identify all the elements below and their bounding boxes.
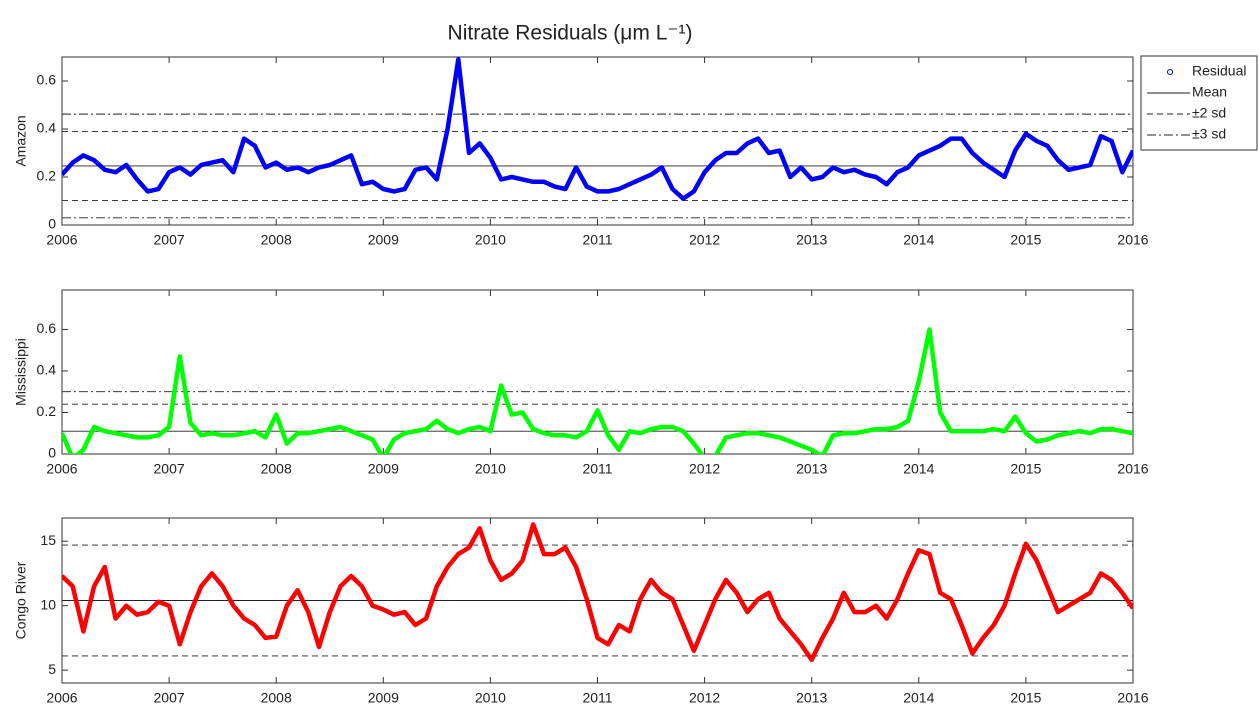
legend-marker [1167, 69, 1173, 75]
legend-label: ±3 sd [1192, 126, 1226, 142]
y-axis-label: Mississippi [13, 338, 29, 406]
x-tick-label: 2014 [903, 461, 934, 477]
y-tick-label: 0.4 [37, 362, 57, 378]
x-tick-label: 2014 [903, 232, 934, 248]
plot-area [61, 289, 1134, 455]
x-tick-label: 2009 [368, 232, 399, 248]
y-axis-label: Congo River [13, 561, 29, 639]
x-tick-label: 2011 [582, 232, 612, 248]
x-tick-label: 2016 [1117, 461, 1148, 477]
y-tick-label: 0.6 [37, 320, 57, 336]
residual-series [62, 57, 1133, 201]
x-tick-label: 2008 [261, 461, 292, 477]
x-tick-label: 2010 [475, 690, 506, 706]
x-tick-label: 2011 [582, 461, 612, 477]
x-tick-label: 2006 [46, 690, 77, 706]
y-tick-label: 10 [40, 596, 56, 612]
x-tick-label: 2006 [46, 461, 77, 477]
x-tick-label: 2013 [796, 232, 827, 248]
x-tick-label: 2011 [582, 690, 612, 706]
x-tick-label: 2010 [475, 461, 506, 477]
x-tick-label: 2015 [1010, 461, 1041, 477]
legend-box [1140, 55, 1258, 151]
residual-series [62, 327, 1133, 454]
x-tick-label: 2013 [796, 461, 827, 477]
x-tick-label: 2015 [1010, 690, 1041, 706]
y-tick-label: 5 [48, 661, 56, 677]
y-tick-label: 0 [48, 445, 56, 461]
legend-label: Residual [1192, 63, 1246, 79]
x-tick-label: 2015 [1010, 232, 1041, 248]
x-tick-label: 2010 [475, 232, 506, 248]
residual-series [62, 522, 1133, 663]
x-tick-label: 2013 [796, 690, 827, 706]
legend-label: Mean [1192, 84, 1227, 100]
x-tick-label: 2012 [689, 461, 720, 477]
y-tick-label: 0.6 [37, 72, 57, 88]
x-tick-label: 2012 [689, 690, 720, 706]
x-tick-label: 2007 [154, 690, 185, 706]
y-tick-label: 0.2 [37, 403, 57, 419]
x-tick-label: 2006 [46, 232, 77, 248]
x-tick-label: 2016 [1117, 690, 1148, 706]
chart-title: Nitrate Residuals (μm L⁻¹) [448, 22, 693, 45]
x-tick-label: 2016 [1117, 232, 1148, 248]
plot-area [61, 56, 1134, 226]
y-tick-label: 0 [48, 216, 56, 232]
y-axis-label: Amazon [13, 115, 29, 166]
x-tick-label: 2008 [261, 690, 292, 706]
y-tick-label: 0.2 [37, 168, 57, 184]
legend-label: ±2 sd [1192, 105, 1226, 121]
x-tick-label: 2012 [689, 232, 720, 248]
x-tick-label: 2008 [261, 232, 292, 248]
x-tick-label: 2009 [368, 690, 399, 706]
x-tick-label: 2007 [154, 232, 185, 248]
x-tick-label: 2014 [903, 690, 934, 706]
x-tick-label: 2009 [368, 461, 399, 477]
y-tick-label: 15 [40, 532, 56, 548]
x-tick-label: 2007 [154, 461, 185, 477]
y-tick-label: 0.4 [37, 120, 57, 136]
